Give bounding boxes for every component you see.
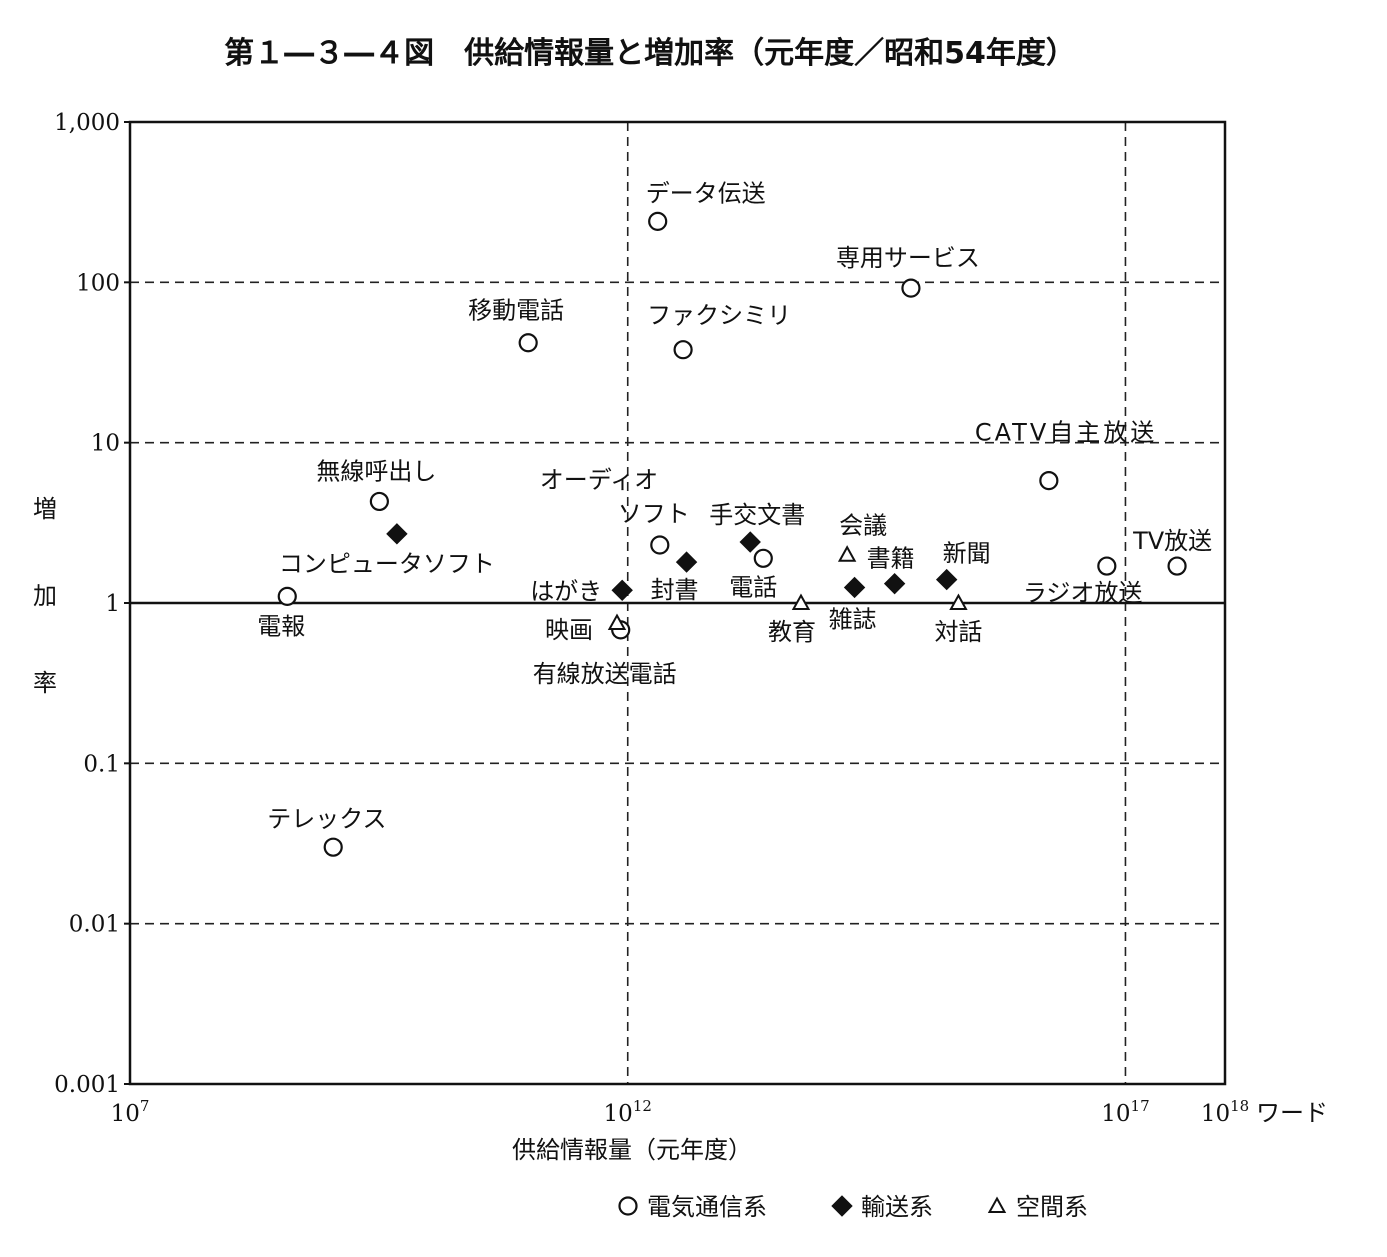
data-point-label: 雑誌 <box>829 605 877 633</box>
y-axis-label: 増加率 <box>33 495 57 697</box>
data-point-diamond <box>843 576 866 599</box>
x-axis-label: 供給情報量（元年度） <box>512 1136 752 1164</box>
data-point-triangle <box>791 593 811 610</box>
data-point-label: 電報 <box>257 612 305 640</box>
data-point-circle <box>1167 556 1187 576</box>
data-point-triangle <box>949 593 968 610</box>
x-tick-label: 1012 <box>604 1097 652 1127</box>
data-point-diamond <box>935 568 958 591</box>
x-tick-label: 1017 <box>1101 1097 1149 1127</box>
data-point-diamond <box>386 523 408 545</box>
data-point-diamond <box>739 531 761 553</box>
data-point-label: 映画 <box>545 616 593 644</box>
data-point-label: コンピュータソフト <box>279 550 495 578</box>
x-axis-ticks: 107 1012 1017 1018 <box>111 1097 1250 1127</box>
data-point-label: 移動電話 <box>468 297 564 325</box>
legend-label: 輸送系 <box>861 1193 933 1221</box>
y-axis-label-char: 増 <box>33 495 57 523</box>
data-point-triangle <box>837 545 857 562</box>
data-point-circle <box>753 548 773 568</box>
data-point-label: 電話 <box>729 573 777 601</box>
data-point-label: 有線放送電話 <box>533 660 677 688</box>
data-point-circle <box>648 211 668 231</box>
data-point-label: CATV自主放送 <box>975 419 1157 447</box>
y-axis-label-char: 率 <box>33 669 57 697</box>
data-point-circle <box>323 837 343 857</box>
y-tick-label: 0.01 <box>69 912 120 938</box>
legend-label: 空間系 <box>1016 1193 1088 1221</box>
chart-title: 第１―３―４図 供給情報量と増加率（元年度／昭和54年度） <box>224 36 1076 71</box>
legend-item: 電気通信系 <box>618 1193 767 1221</box>
data-point-label: テレックス <box>267 805 386 833</box>
data-point-label: ファクシミリ <box>647 302 791 330</box>
data-point-diamond <box>883 572 906 595</box>
x-axis-unit: ワード <box>1256 1099 1328 1127</box>
data-point-label: 専用サービス <box>836 244 980 272</box>
y-axis-label-char: 加 <box>33 582 57 610</box>
y-tick-label: 1 <box>105 591 120 617</box>
y-axis-ticks: 1,000 100 10 1 0.1 0.01 0.001 <box>54 110 130 1098</box>
data-point-label: 書籍 <box>867 545 915 573</box>
y-tick-label: 10 <box>91 431 120 457</box>
data-point-triangle <box>607 613 627 631</box>
legend-marker-circle <box>618 1196 638 1216</box>
data-point-circle <box>1039 470 1059 491</box>
data-point-label: オーディオソフト <box>540 466 690 528</box>
data-point-circle <box>518 333 538 353</box>
data-point-circle <box>277 586 297 606</box>
data-point-diamond <box>611 579 633 602</box>
y-tick-label: 1,000 <box>54 110 120 136</box>
data-point-circle <box>673 340 693 360</box>
legend-item: 空間系 <box>987 1193 1088 1221</box>
data-point-label: 会議 <box>839 512 887 540</box>
data-point-circle <box>1097 556 1117 576</box>
data-point-circle <box>650 535 670 555</box>
legend-marker-triangle <box>987 1196 1007 1213</box>
data-point-label: ラジオ放送 <box>1023 579 1143 607</box>
data-point-label: データ伝送 <box>646 179 766 207</box>
data-point-diamond <box>675 551 698 573</box>
y-tick-label: 100 <box>76 270 120 296</box>
data-point-label: 無線呼出し <box>316 457 436 485</box>
y-tick-label: 0.001 <box>54 1072 120 1098</box>
legend-item: 輸送系 <box>831 1193 933 1221</box>
data-point-label: 手交文書 <box>709 501 805 529</box>
y-tick-label: 0.1 <box>83 751 120 777</box>
x-tick-label: 107 <box>111 1097 150 1127</box>
data-point-label: 新聞 <box>943 540 991 568</box>
grid-lines <box>130 122 1225 1084</box>
data-point-label: 対話 <box>934 618 982 646</box>
data-point-circle <box>369 491 389 512</box>
legend-marker-diamond <box>831 1195 853 1217</box>
x-tick-label: 1018 <box>1201 1097 1249 1127</box>
data-point-label: 教育 <box>768 618 816 646</box>
data-point-circle <box>901 278 921 298</box>
legend-label: 電気通信系 <box>647 1193 767 1221</box>
legend: 電気通信系 輸送系 空間系 <box>618 1193 1088 1221</box>
data-point-label: 封書 <box>651 576 699 604</box>
data-point-label: TV放送 <box>1132 527 1212 555</box>
data-point-label: はがき <box>530 577 602 605</box>
